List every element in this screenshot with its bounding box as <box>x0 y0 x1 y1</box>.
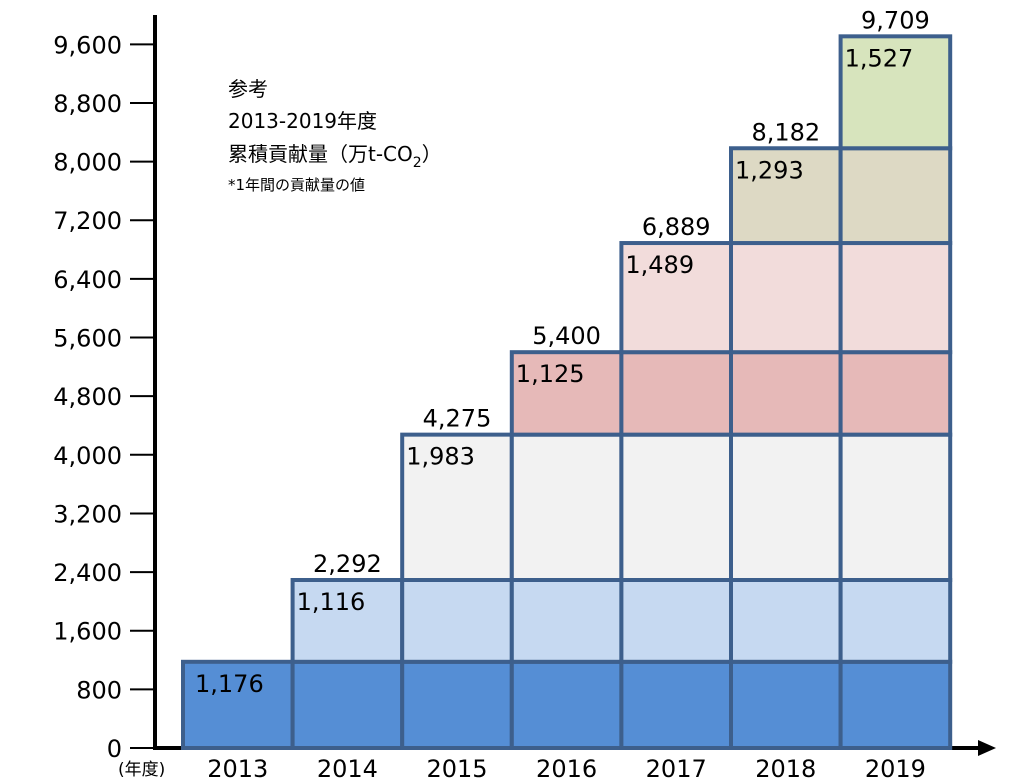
bar-segment <box>509 577 624 664</box>
annotation-line: 参考 <box>228 77 268 101</box>
x-tick-label: 2014 <box>317 755 378 781</box>
bar-segment <box>729 659 843 750</box>
y-tick-label: 6,400 <box>53 266 122 294</box>
annotation: 参考 2013-2019年度 累積貢献量（万t-CO2） *1年間の貢献量の値 <box>228 77 442 194</box>
unit-main: 累積貢献量（万t-CO <box>228 142 413 166</box>
y-tick-label: 8,800 <box>53 90 122 118</box>
bar-segment <box>290 659 405 750</box>
x-tick-label: 2016 <box>536 755 597 781</box>
unit-end: ） <box>422 142 442 166</box>
y-tick-label: 7,200 <box>53 207 122 235</box>
data-label: 1,293 <box>735 156 804 184</box>
unit-sub: 2 <box>413 155 422 171</box>
bar-segment <box>838 659 953 750</box>
bar-segment <box>838 350 953 437</box>
total-label: 5,400 <box>532 322 601 350</box>
bar-segment <box>729 432 843 582</box>
data-label: 1,176 <box>195 670 264 698</box>
y-tick-label: 3,200 <box>53 500 122 528</box>
y-tick-label: 1,600 <box>53 618 122 646</box>
data-label: 1,116 <box>297 588 366 616</box>
bar-segment <box>729 146 843 246</box>
bar-segment <box>838 432 953 582</box>
x-tick-label: 2019 <box>865 755 926 781</box>
bar-segment <box>181 659 295 750</box>
bar-segment <box>619 577 734 664</box>
y-tick-label: 4,800 <box>53 383 122 411</box>
data-label: 1,527 <box>845 44 914 72</box>
bar-segment <box>838 577 953 664</box>
y-tick-label: 800 <box>76 676 122 704</box>
y-tick-label: 2,400 <box>53 559 122 587</box>
y-tick-label: 4,000 <box>53 442 122 470</box>
x-tick-label: 2017 <box>646 755 707 781</box>
bar-segment <box>838 34 953 151</box>
bar-segment <box>509 432 624 582</box>
bar-segment <box>729 241 843 355</box>
x-tick-label: 2018 <box>755 755 816 781</box>
bar-segment <box>729 350 843 437</box>
annotation-line: 2013-2019年度 <box>228 109 377 133</box>
unit-label: 累積貢献量（万t-CO2） <box>228 142 442 171</box>
data-label: 1,489 <box>625 251 694 279</box>
bar-segment <box>509 350 624 437</box>
bar-segment <box>838 241 953 355</box>
bar-segment <box>619 432 734 582</box>
bar-segment <box>729 577 843 664</box>
total-label: 4,275 <box>423 405 492 433</box>
bar-segment <box>619 241 734 355</box>
total-label: 9,709 <box>861 6 930 34</box>
x-axis-arrow <box>978 740 996 756</box>
x-tick-label: 2015 <box>426 755 487 781</box>
total-label: 6,889 <box>642 213 711 241</box>
y-tick-label: 8,000 <box>53 149 122 177</box>
bar-segment <box>400 577 514 664</box>
data-label: 1,125 <box>516 360 585 388</box>
annotation-note: *1年間の貢献量の値 <box>228 176 365 194</box>
x-axis-label: (年度) <box>118 760 165 780</box>
y-tick-label: 0 <box>107 735 122 763</box>
total-label: 2,292 <box>313 550 382 578</box>
bar-segment <box>509 659 624 750</box>
bar-segment <box>400 432 514 582</box>
x-tick-label: 2013 <box>207 755 268 781</box>
data-label: 1,983 <box>406 443 475 471</box>
bar-segment <box>838 146 953 246</box>
bar-segment <box>619 350 734 437</box>
y-tick-label: 9,600 <box>53 31 122 59</box>
total-label: 8,182 <box>751 118 820 146</box>
bar-segment <box>400 659 514 750</box>
y-tick-label: 5,600 <box>53 325 122 353</box>
bar-segment <box>619 659 734 750</box>
